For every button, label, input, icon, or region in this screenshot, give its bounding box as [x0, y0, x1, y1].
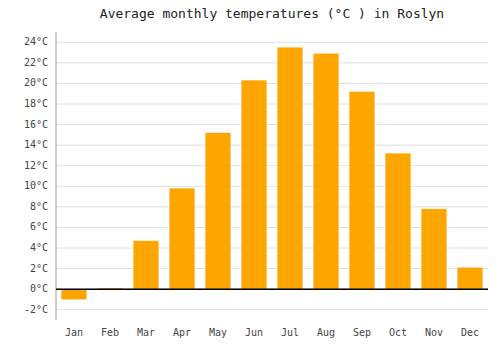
bars: [61, 47, 482, 299]
bar: [205, 133, 230, 289]
x-tick-label: Jan: [65, 327, 83, 338]
x-tick-label: Feb: [101, 327, 119, 338]
y-tick-label: 14°C: [24, 139, 48, 150]
y-axis-line: [56, 32, 57, 320]
x-tick-label: Dec: [461, 327, 479, 338]
grid: [56, 42, 488, 309]
x-tick-label: Mar: [137, 327, 155, 338]
chart-svg: Average monthly temperatures (°C ) in Ro…: [0, 0, 500, 350]
bar: [349, 92, 374, 289]
x-tick-label: Sep: [353, 327, 371, 338]
x-tick-label: Apr: [173, 327, 191, 338]
grid-line: [56, 289, 488, 290]
zero-line: [56, 288, 488, 290]
bar: [241, 80, 266, 289]
x-tick-label: Oct: [389, 327, 407, 338]
y-tick-label: 6°C: [30, 221, 48, 232]
y-tick-label: 12°C: [24, 160, 48, 171]
grid-line: [56, 145, 488, 146]
x-tick-label: Jul: [281, 327, 299, 338]
bar: [313, 54, 338, 290]
chart-container: Average monthly temperatures (°C ) in Ro…: [0, 0, 500, 350]
grid-line: [56, 206, 488, 207]
grid-line: [56, 83, 488, 84]
bar: [61, 289, 86, 299]
y-tick-label: 0°C: [30, 283, 48, 294]
grid-line: [56, 42, 488, 43]
title: Average monthly temperatures (°C ) in Ro…: [100, 6, 444, 21]
y-tick-label: 4°C: [30, 242, 48, 253]
bar: [277, 47, 302, 289]
y-tick-label: 16°C: [24, 119, 48, 130]
bar: [421, 209, 446, 289]
grid-line: [56, 62, 488, 63]
bar: [385, 153, 410, 289]
grid-line: [56, 186, 488, 187]
grid-line: [56, 165, 488, 166]
x-tick-label: Aug: [317, 327, 335, 338]
y-tick-label: 18°C: [24, 98, 48, 109]
x-tick-label: Nov: [425, 327, 443, 338]
y-tick-label: 2°C: [30, 263, 48, 274]
grid-line: [56, 309, 488, 310]
grid-line: [56, 124, 488, 125]
y-tick-label: 20°C: [24, 77, 48, 88]
bar: [133, 241, 158, 289]
grid-line: [56, 104, 488, 105]
bar: [457, 268, 482, 290]
y-tick-label: -2°C: [24, 304, 48, 315]
x-axis: Jan Feb Mar Apr May Jun Jul Aug Sep Oct Nov Dec: [65, 327, 479, 338]
y-tick-label: 10°C: [24, 180, 48, 191]
y-tick-label: 22°C: [24, 57, 48, 68]
bar: [169, 188, 194, 289]
y-tick-label: 24°C: [24, 36, 48, 47]
x-tick-label: May: [209, 327, 227, 338]
y-tick-label: 8°C: [30, 201, 48, 212]
x-tick-label: Jun: [245, 327, 263, 338]
y-axis: -2°C 0°C 2°C 4°C 6°C 8°C 10°C 12°C 14°C 16°C 18°C 2…: [24, 32, 56, 320]
